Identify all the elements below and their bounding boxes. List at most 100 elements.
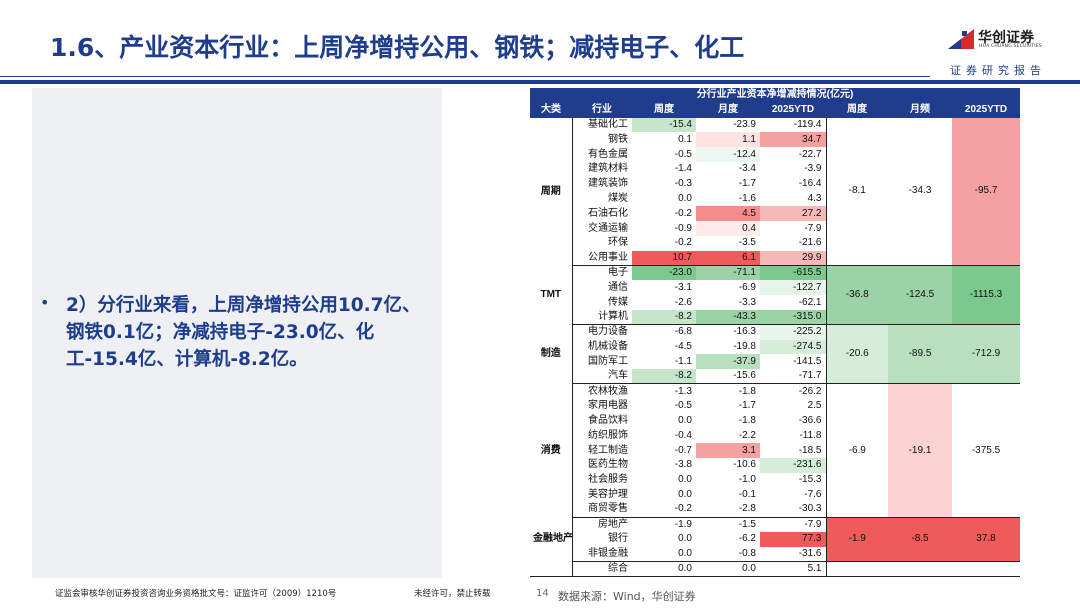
table-row: 轻工制造 -0.7 3.1 -18.5	[530, 443, 1020, 458]
weekly-value: -0.5	[632, 398, 696, 414]
monthly-value: -23.9	[696, 117, 760, 133]
weekly-value: -0.5	[632, 147, 696, 162]
category-weekly-total: -20.6	[825, 324, 888, 385]
ytd-value: -15.3	[760, 472, 826, 488]
industry-name: 房地产	[598, 518, 628, 530]
weekly-value: -1.1	[632, 354, 696, 370]
ytd-value: -11.8	[760, 428, 826, 444]
table-row: 石油石化 -0.2 4.5 27.2	[530, 206, 1020, 222]
weekly-value: -0.9	[632, 221, 696, 236]
column-header: 周度	[632, 102, 696, 118]
monthly-value: -1.5	[696, 517, 760, 532]
weekly-value: -6.8	[632, 324, 696, 340]
industry-name: 计算机	[572, 309, 632, 326]
weekly-value: -23.0	[632, 265, 696, 281]
monthly-value: -1.7	[696, 176, 760, 192]
ytd-value: 34.7	[760, 132, 826, 148]
ytd-value: 2.5	[760, 398, 826, 414]
weekly-value: 0.0	[632, 413, 696, 429]
table-row: 通信 -3.1 -6.9 -122.7	[530, 280, 1020, 296]
monthly-value: 6.1	[696, 250, 760, 267]
industry-name: 轻工制造	[588, 444, 628, 456]
ytd-value: -16.4	[760, 176, 826, 192]
table-row: 汽车 -8.2 -15.6 -71.7	[530, 369, 1020, 385]
category-ytd-total	[952, 561, 1021, 577]
ytd-value: 5.1	[760, 561, 826, 577]
monthly-value: -1.0	[696, 472, 760, 488]
column-header: 2025YTD	[952, 102, 1021, 118]
column-header: 2025YTD	[760, 102, 826, 118]
industry-name: 纺织服饰	[588, 429, 628, 441]
category-label	[530, 561, 573, 577]
weekly-value: -0.2	[632, 502, 696, 518]
ytd-value: 4.3	[760, 191, 826, 207]
ytd-value: -36.6	[760, 413, 826, 429]
table-row: 消费 农林牧渔 -1.3 -1.8 -26.2 -6.9 -19.1 -375.5	[530, 383, 1021, 518]
page-title: 1.6、产业资本行业：上周净增持公用、钢铁；减持电子、化工	[50, 33, 745, 62]
weekly-value: -0.7	[632, 443, 696, 458]
monthly-value: -2.8	[696, 502, 760, 518]
category-monthly-total: -19.1	[888, 383, 952, 518]
monthly-value: 0.0	[696, 561, 760, 577]
monthly-value: -3.3	[696, 295, 760, 310]
ytd-value: -21.6	[760, 235, 826, 251]
weekly-value: -0.4	[632, 428, 696, 444]
category-label: 周期	[530, 117, 573, 266]
category-weekly-total: -1.9	[825, 517, 888, 563]
weekly-value: 0.1	[632, 132, 696, 148]
monthly-value: -10.6	[696, 457, 760, 473]
ytd-value: -7.9	[760, 221, 826, 236]
category-weekly-total: -36.8	[825, 265, 888, 326]
monthly-value: -0.1	[696, 487, 760, 503]
category-monthly-total: -89.5	[888, 324, 952, 385]
ytd-value: -30.3	[760, 502, 826, 518]
table-row: 环保 -0.2 -3.5 -21.6	[530, 235, 1020, 251]
column-header: 行业	[572, 102, 632, 118]
category-weekly-total: -8.1	[825, 117, 888, 267]
industry-name: 非银金融	[572, 546, 632, 562]
weekly-value: 10.7	[632, 250, 696, 267]
monthly-value: -37.9	[696, 354, 760, 370]
monthly-value: -0.8	[696, 546, 760, 562]
table-row: 煤炭 0.0 -1.6 4.3	[530, 191, 1020, 207]
ytd-value: -3.9	[760, 161, 826, 177]
table-row: 商贸零售 -0.2 -2.8 -30.3	[530, 502, 1020, 518]
table-row: 交通运输 -0.9 0.4 -7.9	[530, 221, 1020, 236]
industry-name: 环保	[608, 237, 628, 249]
table-row: 机械设备 -4.5 -19.8 -274.5	[530, 339, 1020, 355]
weekly-value: 0.0	[632, 472, 696, 488]
category-weekly-total	[825, 561, 888, 577]
industry-name: 国防军工	[588, 355, 628, 367]
ytd-value: -7.9	[760, 517, 826, 532]
table-row: 银行 0.0 -6.2 77.3	[530, 531, 1020, 547]
table-row: 钢铁 0.1 1.1 34.7	[530, 132, 1020, 148]
column-header: 月频	[888, 102, 952, 118]
summary-panel	[32, 88, 442, 578]
industry-name: 建筑装饰	[588, 178, 628, 190]
monthly-value: -15.6	[696, 369, 760, 385]
industry-name: 医药生物	[588, 459, 628, 471]
industry-name: 银行	[608, 533, 628, 545]
category-ytd-total: -712.9	[952, 324, 1021, 385]
ytd-value: -119.4	[760, 117, 826, 133]
monthly-value: -1.6	[696, 191, 760, 207]
table-row: 食品饮料 0.0 -1.8 -36.6	[530, 413, 1020, 429]
column-header: 周度	[826, 102, 888, 118]
weekly-value: -2.6	[632, 295, 696, 310]
ytd-value: -122.7	[760, 280, 826, 296]
ytd-value: 29.9	[760, 250, 826, 267]
column-header: 大类	[530, 102, 572, 118]
industry-name: 农林牧渔	[588, 385, 628, 397]
ytd-value: -26.2	[760, 383, 826, 399]
category-monthly-total: -124.5	[888, 265, 952, 326]
industry-name: 汽车	[572, 369, 632, 385]
weekly-value: -8.2	[632, 369, 696, 385]
category-label: 制造	[530, 324, 573, 384]
table-row: 金融地产 房地产 -1.9 -1.5 -7.9 -1.9 -8.5 37.8	[530, 517, 1021, 563]
weekly-value: -0.3	[632, 176, 696, 192]
industry-name: 石油石化	[588, 207, 628, 219]
monthly-value: 1.1	[696, 132, 760, 148]
ytd-value: -615.5	[760, 265, 826, 281]
ytd-value: 27.2	[760, 206, 826, 222]
industry-name: 传媒	[608, 296, 628, 308]
